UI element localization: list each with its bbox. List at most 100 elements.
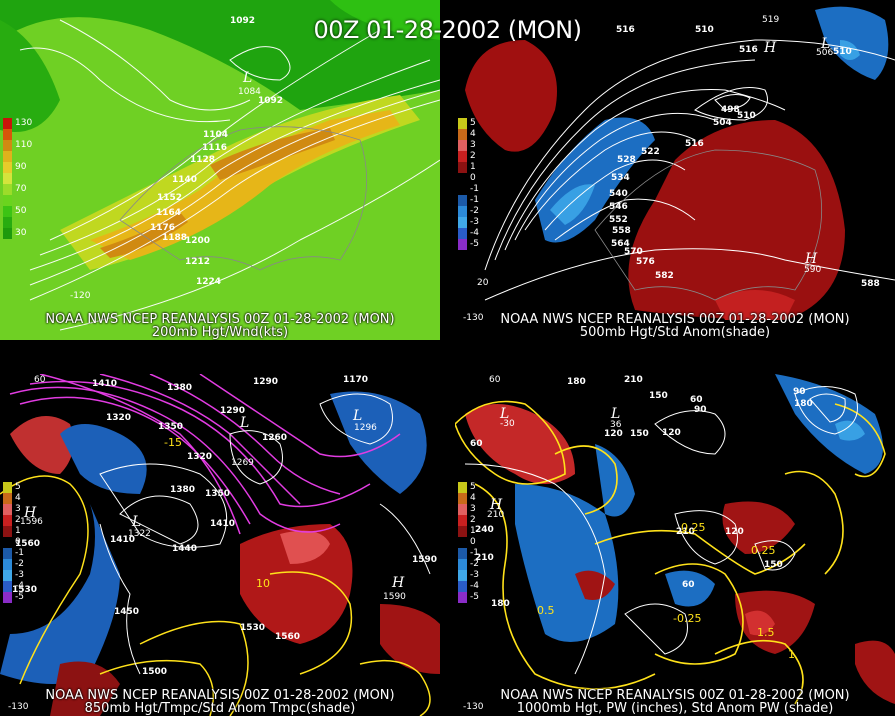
- low-pressure-value: 506: [816, 48, 833, 58]
- contour-labels-850mb: 1410 1380 1320 1350 1290 1290 1170 1320 …: [8, 375, 437, 712]
- contour-label: 1200: [185, 236, 210, 246]
- contour-label: 1380: [167, 383, 192, 393]
- contour-label: 1410: [92, 379, 117, 389]
- longitude-label: -130: [463, 313, 484, 323]
- legend-label: 5: [470, 482, 476, 492]
- legend-label: -1: [470, 548, 479, 558]
- contour-label: 576: [636, 257, 655, 267]
- low-pressure-value: 1084: [238, 87, 261, 97]
- legend-swatch: [458, 581, 467, 592]
- contour-label: 588: [861, 279, 880, 289]
- contour-label: 1290: [220, 406, 245, 416]
- legend-label: 2: [470, 515, 476, 525]
- legend-swatch: [458, 537, 467, 548]
- high-pressure-value: 519: [762, 15, 779, 25]
- contour-label: 1380: [170, 485, 195, 495]
- contour-labels-500mb: 516 510 516 510 498 504 510 516 522 528 …: [463, 15, 880, 323]
- contour-label: 1560: [15, 539, 40, 549]
- legend-swatch: [3, 515, 12, 526]
- legend-label: 4: [15, 493, 21, 503]
- contour-label: 1590: [412, 555, 437, 565]
- legend-swatch: [458, 184, 467, 195]
- wind-speed-legend: 130 110 90 70 50 30: [3, 118, 32, 239]
- legend-swatch: [458, 592, 467, 603]
- legend-swatch: [3, 559, 12, 570]
- contour-label: 60: [470, 439, 483, 449]
- contour-label: 570: [624, 247, 643, 257]
- pw-label: -0.25: [673, 612, 701, 625]
- contour-label: 552: [609, 215, 628, 225]
- longitude-label: -130: [463, 702, 484, 712]
- legend-swatch: [3, 140, 12, 151]
- legend-swatch: [3, 206, 12, 217]
- legend-label: -1: [470, 184, 479, 194]
- legend-swatch: [3, 173, 12, 184]
- contour-label: 1224: [196, 277, 221, 287]
- contour-label: 558: [612, 226, 631, 236]
- legend-label: -2: [470, 206, 479, 216]
- contour-label: 1212: [185, 257, 210, 267]
- legend-label: 4: [470, 493, 476, 503]
- high-pressure-symbol: H: [23, 505, 37, 521]
- contour-label: 1320: [106, 413, 131, 423]
- legend-swatch: [458, 482, 467, 493]
- longitude-label: -130: [8, 702, 29, 712]
- contour-label: 1350: [158, 422, 183, 432]
- contour-label: 1128: [190, 155, 215, 165]
- legend-label: 90: [15, 162, 27, 172]
- legend-label: -5: [470, 239, 479, 249]
- contour-label: 1092: [230, 16, 255, 26]
- high-pressure-value: 1590: [383, 592, 406, 602]
- contour-label: 516: [685, 139, 704, 149]
- legend-label: 2: [470, 151, 476, 161]
- legend-label: 5: [470, 118, 476, 128]
- low-pressure-symbol: L: [239, 415, 249, 431]
- contour-label: 180: [491, 599, 510, 609]
- legend-swatch: [458, 548, 467, 559]
- low-pressure-symbol: L: [352, 408, 362, 424]
- legend-swatch: [458, 217, 467, 228]
- contour-label: 1140: [172, 175, 197, 185]
- legend-swatch: [3, 570, 12, 581]
- panel-850mb: 5 4 3 2 1 0 -1 -2 -3 -4 -5 1410 1380 1320 1350 129…: [0, 374, 440, 716]
- caption-source: NOAA NWS NCEP REANALYSIS 00Z 01-28-2002 …: [500, 312, 850, 327]
- contour-label: 582: [655, 271, 674, 281]
- contour-label: 1500: [142, 667, 167, 677]
- contour-label: 120: [725, 527, 744, 537]
- low-pressure-value: 1269: [231, 458, 254, 468]
- legend-label: -4: [470, 581, 479, 591]
- contour-label: 150: [630, 429, 649, 439]
- contour-label: 1530: [12, 585, 37, 595]
- pw-label: 1.5: [757, 626, 775, 639]
- contour-label: 90: [694, 405, 707, 415]
- contour-label: 60: [682, 580, 695, 590]
- contour-label: 510: [737, 111, 756, 121]
- legend-label: 110: [15, 140, 33, 150]
- caption-source: NOAA NWS NCEP REANALYSIS 00Z 01-28-2002 …: [500, 688, 850, 703]
- caption-source: NOAA NWS NCEP REANALYSIS 00Z 01-28-2002 …: [45, 312, 395, 327]
- contour-label: 1152: [157, 193, 182, 203]
- contour-label: 1116: [202, 143, 227, 153]
- legend-swatch: [458, 526, 467, 537]
- legend-label: -3: [15, 570, 24, 580]
- contour-label: 1188: [162, 233, 187, 243]
- pw-label: 1: [788, 648, 795, 661]
- contour-label: 150: [649, 391, 668, 401]
- high-pressure-value: 1596: [20, 517, 43, 527]
- legend-label: 3: [470, 140, 476, 150]
- contour-label: 1440: [172, 544, 197, 554]
- legend-label: -3: [470, 217, 479, 227]
- legend-label: 1: [470, 526, 476, 536]
- legend-swatch: [3, 195, 12, 206]
- contour-label: 1170: [343, 375, 368, 385]
- panel-200mb: 130 110 90 70 50 30 1092 1092 1104 1116 1128 …: [0, 0, 440, 340]
- contour-label: 1350: [205, 489, 230, 499]
- map-1000mb: [455, 374, 895, 705]
- contour-label: 540: [609, 189, 628, 199]
- legend-swatch: [3, 118, 12, 129]
- legend-label: -4: [15, 581, 24, 591]
- legend-label: 1: [470, 162, 476, 172]
- std-anomaly-legend: 5 4 3 2 1 0 -1 -1 -2 -3 -4 -5: [458, 118, 479, 250]
- contour-label: 522: [641, 147, 660, 157]
- legend-swatch: [3, 162, 12, 173]
